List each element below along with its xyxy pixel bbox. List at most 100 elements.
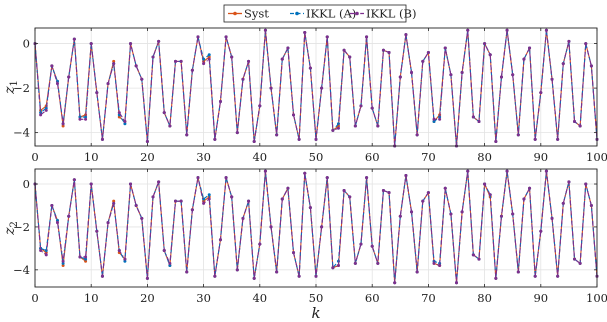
data-point [292,113,296,117]
x-tick-label: 80 [477,291,492,305]
data-point [556,137,560,141]
data-point [185,133,189,137]
data-point [308,66,312,70]
data-point [533,274,537,278]
data-point [145,140,149,144]
legend-marker [355,11,359,16]
data-point [550,77,554,81]
x-tick-label: 20 [140,291,155,305]
data-point [410,71,414,75]
data-point [134,203,138,207]
data-point [207,55,211,59]
data-point [218,238,222,242]
legend-label: IKKL (A) [306,7,356,21]
data-point [89,182,93,186]
data-point [55,82,59,86]
data-point [578,124,582,128]
data-point [483,42,487,46]
data-point [78,115,82,119]
data-point [67,75,71,79]
data-point [359,104,363,108]
data-point [415,133,419,137]
data-point [370,106,374,110]
x-tick-label: 10 [84,150,99,164]
data-point [78,117,82,121]
data-point [466,169,470,173]
data-point [589,64,593,68]
data-point [528,46,532,50]
data-point [539,229,543,233]
y-tick-label: 0 [23,177,30,191]
data-point [84,255,88,259]
data-point [50,203,54,207]
data-point [185,270,189,274]
data-point [140,216,144,220]
data-point [365,176,369,180]
x-tick-label: 30 [196,150,211,164]
data-point [224,35,228,39]
data-point [297,137,301,141]
data-point [567,39,571,43]
data-point [404,33,408,37]
data-point [61,124,65,128]
data-point [522,197,526,201]
data-point [168,124,172,128]
data-point [466,28,470,32]
data-point [410,210,414,214]
data-point [44,108,48,112]
data-point [61,261,65,265]
data-point [320,86,324,90]
data-point [370,244,374,248]
data-point [342,48,346,52]
data-point [488,193,492,197]
data-point [331,266,335,270]
data-point [477,257,481,261]
data-point [314,274,318,278]
y-tick-label: −4 [13,126,30,140]
data-point [455,281,458,285]
data-point [157,39,161,43]
data-point [471,115,475,119]
data-point [443,186,447,190]
data-point [348,55,352,59]
x-tick-label: 70 [421,291,436,305]
x-tick-label: 30 [196,291,211,305]
data-point [303,171,307,175]
data-point [174,59,177,63]
x-tick-label: 0 [31,291,38,305]
series-line [34,170,598,284]
data-point [207,57,211,61]
data-point [387,191,391,195]
data-point [432,117,436,121]
data-point [589,203,593,207]
data-point [325,176,329,180]
data-point [292,251,296,255]
data-point [61,122,65,126]
data-point [263,169,267,173]
data-point [573,120,577,124]
data-point [168,264,172,268]
data-point [353,124,357,128]
data-point [561,201,565,205]
data-point [573,257,577,261]
x-tick-label: 60 [365,150,380,164]
data-point [95,229,99,233]
data-point [55,221,59,225]
data-point [230,195,234,199]
legend-marker [295,11,299,16]
data-point [235,131,239,135]
data-point [325,35,329,39]
legend-item: Syst [228,7,269,21]
data-point [140,77,144,81]
data-point [252,140,256,144]
data-point [522,57,526,61]
y-axis-label: z1 [2,80,20,95]
legend: Syst IKKL (A) IKKL (B) [223,4,416,23]
legend-label: Syst [244,7,269,21]
data-point [112,62,116,66]
data-point [207,193,211,197]
data-point [235,268,239,272]
data-point [432,261,436,265]
x-tick-label: 100 [586,150,607,164]
